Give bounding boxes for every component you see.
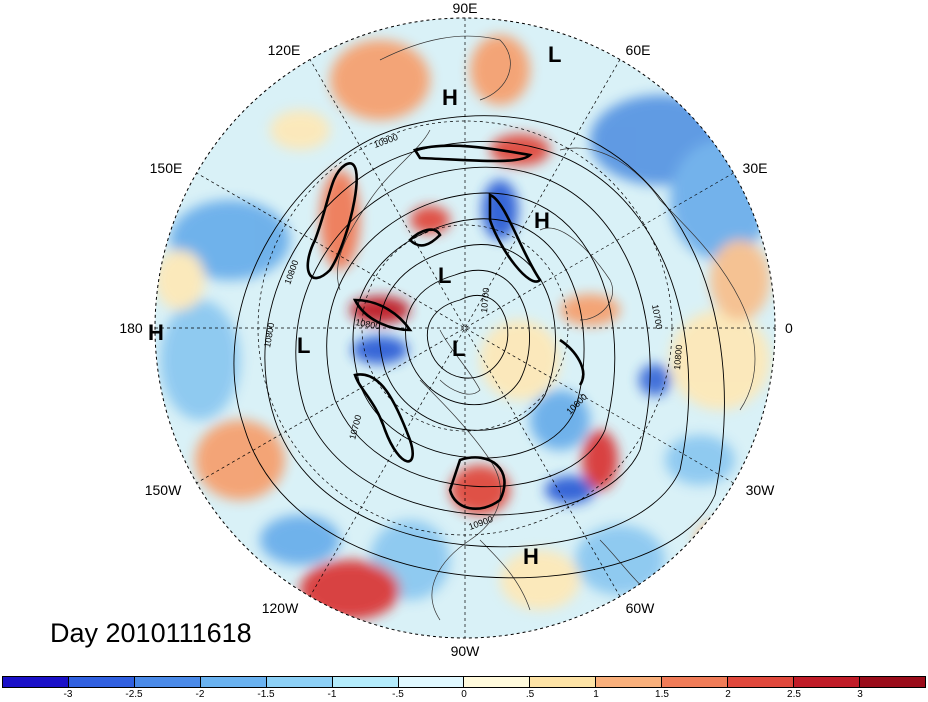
anomaly-field bbox=[155, 18, 775, 638]
colorbar-tick-label: 2.5 bbox=[787, 689, 801, 700]
contour-label: 10700 bbox=[650, 304, 664, 330]
colorbar bbox=[2, 676, 926, 688]
colorbar-tick-label: 0 bbox=[461, 689, 467, 700]
colorbar-swatch bbox=[266, 677, 333, 687]
lon-label-150e: 150E bbox=[149, 160, 183, 176]
colorbar-tick-label: -2 bbox=[195, 689, 205, 700]
colorbar-swatch bbox=[134, 677, 201, 687]
colorbar-swatch bbox=[332, 677, 399, 687]
colorbar-swatch bbox=[3, 677, 69, 687]
colorbar-tick-label: -1 bbox=[327, 689, 337, 700]
low-center: L bbox=[548, 42, 561, 67]
colorbar-tick-label: 1.5 bbox=[655, 689, 669, 700]
colorbar-tick-label: 1 bbox=[593, 689, 599, 700]
colorbar-swatch bbox=[398, 677, 465, 687]
contour-label: 10800 bbox=[672, 344, 684, 370]
high-center: H bbox=[148, 320, 164, 345]
colorbar-swatch bbox=[530, 677, 597, 687]
colorbar-swatch bbox=[464, 677, 531, 687]
pressure-centers: L H H L L L H H bbox=[148, 42, 561, 569]
lon-label-60e: 60E bbox=[625, 42, 651, 58]
colorbar-tick-label: -3 bbox=[63, 689, 73, 700]
lon-label-150w: 150W bbox=[144, 482, 182, 498]
colorbar-tick-label: -1.5 bbox=[257, 689, 275, 700]
lon-label-120e: 120E bbox=[267, 42, 301, 58]
contour-label: 10700 bbox=[479, 287, 491, 313]
contour-label: 10800 bbox=[262, 322, 276, 348]
high-center: H bbox=[534, 208, 550, 233]
colorbar-swatch bbox=[728, 677, 795, 687]
lon-label-90e: 90E bbox=[452, 0, 478, 16]
high-center: H bbox=[523, 544, 539, 569]
lon-label-120w: 120W bbox=[261, 600, 299, 616]
lon-label-30e: 30E bbox=[742, 160, 768, 176]
colorbar-swatch bbox=[68, 677, 135, 687]
colorbar-tick-label: .5 bbox=[525, 689, 535, 700]
contour-label: 10800 bbox=[355, 317, 381, 331]
colorbar-tick-label: 3 bbox=[857, 689, 863, 700]
colorbar-tick-label: 2 bbox=[725, 689, 731, 700]
jet-contours bbox=[306, 144, 585, 510]
colorbar-swatch bbox=[794, 677, 860, 687]
high-center: H bbox=[442, 85, 458, 110]
map-boundary bbox=[154, 17, 776, 639]
colorbar-ticks: -3 -2.5 -2 -1.5 -1 -.5 0 .5 1 1.5 2 2.5 3 bbox=[0, 689, 928, 702]
colorbar-swatch bbox=[859, 677, 925, 687]
lon-label-0: 0 bbox=[785, 320, 793, 336]
low-center: L bbox=[297, 333, 310, 358]
colorbar-swatch bbox=[662, 677, 729, 687]
lon-label-180: 180 bbox=[119, 320, 143, 336]
lon-label-60w: 60W bbox=[625, 600, 655, 616]
date-title: Day 2010111618 bbox=[50, 618, 252, 648]
low-center: L bbox=[438, 263, 451, 288]
lon-label-30w: 30W bbox=[745, 482, 775, 498]
colorbar-swatch bbox=[596, 677, 663, 687]
contour-labels: 10900 10800 10800 10700 10700 10800 1070… bbox=[262, 132, 684, 532]
colorbar-tick-label: -.5 bbox=[392, 689, 404, 700]
low-center: L bbox=[452, 336, 465, 361]
lon-label-90w: 90W bbox=[450, 643, 480, 659]
colorbar-swatch bbox=[200, 677, 267, 687]
colorbar-tick-label: -2.5 bbox=[125, 689, 143, 700]
